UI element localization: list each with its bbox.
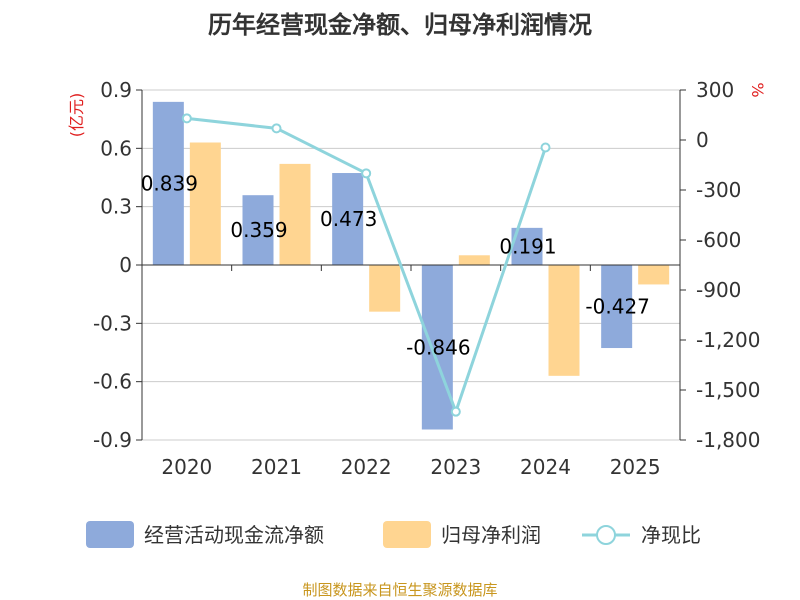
bar-cash-2022 (332, 173, 364, 265)
bar-profit-2021 (279, 163, 311, 265)
data-labels: 0.839 0.359 0.473 -0.846 0.191 -0.427 (141, 171, 650, 359)
y-right-tick-label: -900 (696, 278, 741, 302)
x-tick-label: 2020 (161, 455, 212, 479)
bar-profit-2025 (638, 265, 670, 285)
ratio-point-2022 (361, 168, 372, 179)
legend-label-ratio: 净现比 (641, 523, 701, 547)
bar-cash-2021 (242, 195, 274, 265)
y-left-tick-label: -0.3 (93, 311, 132, 335)
bar-profit-2024 (548, 265, 580, 376)
y-left-tick-label: 0 (119, 253, 132, 277)
ratio-point-2023 (450, 406, 461, 417)
data-label-cash-2021: 0.359 (230, 218, 287, 242)
y-left-tick-label: -0.9 (93, 428, 132, 452)
data-label-cash-2024: 0.191 (499, 234, 556, 258)
y-left-tick-label: -0.6 (93, 370, 132, 394)
y-left-tick-label: 0.6 (100, 136, 132, 160)
y-right-tick-label: -600 (696, 228, 741, 252)
axes: 0.9 0.6 0.3 0 -0.3 -0.6 -0.9 300 0 -300 -600 -900 -1… (93, 78, 761, 479)
y-right-unit: % (748, 82, 767, 97)
ratio-point-2020 (181, 113, 192, 124)
bar-profit-2020 (189, 142, 221, 265)
data-label-cash-2025: -0.427 (585, 295, 649, 319)
legend-item-profit[interactable]: 归母净利润 (383, 521, 541, 548)
legend-label-profit: 归母净利润 (441, 523, 541, 547)
y-right-tick-label: -1,500 (696, 378, 760, 402)
legend-swatch-profit (383, 521, 431, 548)
x-tick-label: 2025 (610, 455, 661, 479)
y-right-tick-label: 0 (696, 128, 709, 152)
ratio-point-2024 (540, 142, 551, 153)
bar-profit-2022 (369, 265, 401, 312)
y-left-tick-label: 0.3 (100, 195, 132, 219)
legend-item-cash[interactable]: 经营活动现金流净额 (86, 521, 324, 548)
y-right-tick-label: -1,200 (696, 328, 760, 352)
bar-profit-2023 (458, 255, 490, 265)
bar-cash-2020 (152, 101, 184, 265)
legend: 经营活动现金流净额 归母净利润 净现比 (86, 521, 701, 548)
chart-title: 历年经营现金净额、归母净利润情况 (208, 11, 592, 39)
data-label-cash-2022: 0.473 (320, 207, 377, 231)
ratio-point-2021 (271, 123, 282, 134)
footer-source: 制图数据来自恒生聚源数据库 (302, 581, 497, 599)
x-tick-label: 2024 (520, 455, 571, 479)
y-right-tick-label: -300 (696, 178, 741, 202)
legend-swatch-cash (86, 521, 134, 548)
legend-item-ratio[interactable]: 净现比 (582, 523, 701, 547)
bar-cash-2025 (601, 265, 633, 349)
legend-label-cash: 经营活动现金流净额 (144, 523, 324, 547)
x-tick-label: 2021 (251, 455, 302, 479)
x-tick-label: 2022 (341, 455, 392, 479)
x-tick-label: 2023 (430, 455, 481, 479)
y-left-unit: (亿元) (67, 93, 86, 138)
bar-cash-2023 (421, 265, 453, 430)
data-label-cash-2023: -0.846 (406, 335, 470, 359)
ratio-line-group (181, 113, 551, 417)
y-right-tick-label: 300 (696, 78, 734, 102)
data-label-cash-2020: 0.839 (141, 171, 198, 195)
y-right-tick-label: -1,800 (696, 428, 760, 452)
bars (152, 101, 670, 430)
y-left-tick-label: 0.9 (100, 78, 132, 102)
legend-swatch-ratio-marker (596, 525, 616, 545)
